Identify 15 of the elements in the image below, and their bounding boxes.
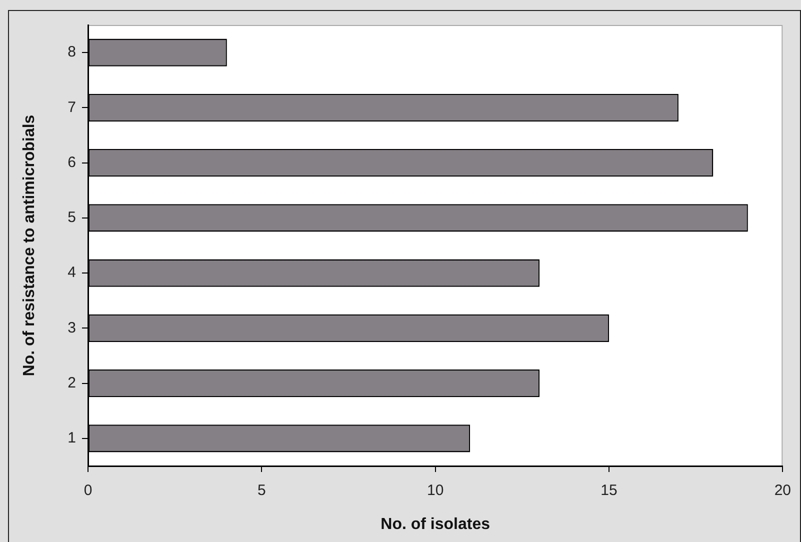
x-tick-label: 0: [84, 482, 92, 500]
y-tick-label: 8: [68, 44, 76, 61]
x-tick-label: 20: [774, 482, 791, 500]
y-tick-label: 5: [68, 209, 76, 226]
x-tick-label: 10: [426, 482, 444, 500]
y-tick-label: 3: [68, 319, 76, 336]
x-tick-label: 5: [257, 482, 266, 500]
y-tick-label: 6: [68, 154, 76, 171]
y-tick-label: 7: [68, 98, 76, 116]
y-tick-label: 2: [68, 374, 76, 392]
y-tick-label: 1: [68, 430, 76, 447]
x-axis-title: No. of isolates: [380, 516, 490, 533]
y-axis-title: No. of resistance to antimicrobials: [21, 114, 38, 376]
y-tick-label: 4: [68, 264, 76, 282]
x-tick-label: 15: [600, 482, 618, 500]
